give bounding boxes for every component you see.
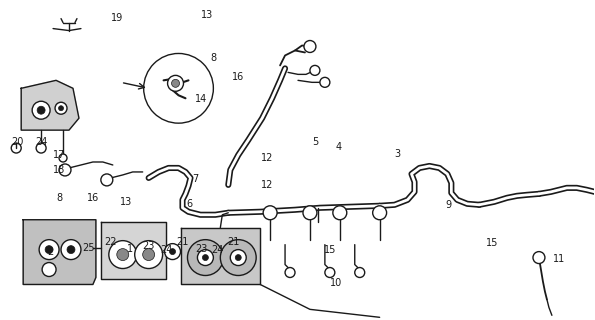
Circle shape: [32, 101, 50, 119]
Text: 4: 4: [336, 142, 342, 152]
Polygon shape: [21, 80, 79, 130]
Text: 12: 12: [261, 153, 273, 164]
Text: 20: 20: [11, 138, 23, 148]
Text: 24: 24: [211, 245, 224, 255]
Text: 13: 13: [201, 10, 214, 20]
Circle shape: [263, 206, 277, 220]
Circle shape: [134, 241, 162, 268]
Text: 9: 9: [446, 200, 452, 210]
Text: 8: 8: [57, 193, 62, 203]
Circle shape: [187, 240, 223, 276]
Text: 3: 3: [394, 148, 400, 159]
Circle shape: [235, 255, 241, 260]
Circle shape: [45, 246, 53, 253]
Circle shape: [285, 268, 295, 277]
Text: 25: 25: [83, 243, 95, 252]
Text: 6: 6: [187, 199, 193, 209]
Circle shape: [220, 240, 256, 276]
Text: 24: 24: [160, 245, 172, 255]
Circle shape: [170, 249, 176, 255]
Circle shape: [165, 244, 180, 260]
Text: 8: 8: [210, 53, 217, 63]
Polygon shape: [23, 220, 96, 284]
Text: 17: 17: [53, 150, 65, 160]
Text: 1: 1: [127, 244, 133, 253]
Text: 21: 21: [176, 237, 188, 247]
Text: 16: 16: [87, 193, 99, 203]
Circle shape: [101, 174, 113, 186]
Circle shape: [325, 268, 335, 277]
Circle shape: [355, 268, 365, 277]
Text: 11: 11: [553, 254, 565, 264]
Circle shape: [143, 249, 155, 260]
Text: 2: 2: [48, 247, 54, 257]
Text: 24: 24: [35, 138, 48, 148]
Circle shape: [55, 102, 67, 114]
Circle shape: [171, 79, 180, 87]
Circle shape: [11, 143, 21, 153]
Circle shape: [303, 206, 317, 220]
Circle shape: [310, 65, 320, 76]
Polygon shape: [101, 222, 165, 279]
Circle shape: [109, 241, 137, 268]
Text: 12: 12: [261, 180, 273, 190]
Circle shape: [168, 76, 183, 91]
Circle shape: [533, 252, 545, 264]
Circle shape: [37, 106, 45, 114]
Circle shape: [36, 143, 46, 153]
Text: 18: 18: [53, 164, 65, 174]
Text: 23: 23: [195, 244, 208, 253]
Circle shape: [59, 164, 71, 176]
Text: 14: 14: [195, 94, 208, 104]
Text: 10: 10: [330, 278, 342, 288]
Text: 19: 19: [111, 13, 123, 23]
Text: 16: 16: [232, 72, 245, 82]
Text: 5: 5: [312, 137, 318, 147]
Text: 23: 23: [142, 241, 154, 251]
Text: 7: 7: [192, 174, 199, 184]
Text: 22: 22: [105, 237, 117, 247]
Polygon shape: [180, 228, 260, 284]
Circle shape: [198, 250, 214, 266]
Circle shape: [230, 250, 246, 266]
Circle shape: [59, 154, 67, 162]
Circle shape: [61, 240, 81, 260]
Circle shape: [372, 206, 387, 220]
Circle shape: [117, 249, 129, 260]
Text: 15: 15: [486, 238, 498, 248]
Circle shape: [143, 53, 214, 123]
Circle shape: [58, 106, 64, 111]
Circle shape: [304, 41, 316, 52]
Text: 13: 13: [120, 197, 132, 207]
Circle shape: [39, 240, 59, 260]
Circle shape: [42, 262, 56, 276]
Circle shape: [320, 77, 330, 87]
Text: 15: 15: [324, 245, 336, 255]
Circle shape: [202, 255, 208, 260]
Circle shape: [67, 246, 75, 253]
Text: 21: 21: [227, 237, 240, 247]
Circle shape: [333, 206, 347, 220]
